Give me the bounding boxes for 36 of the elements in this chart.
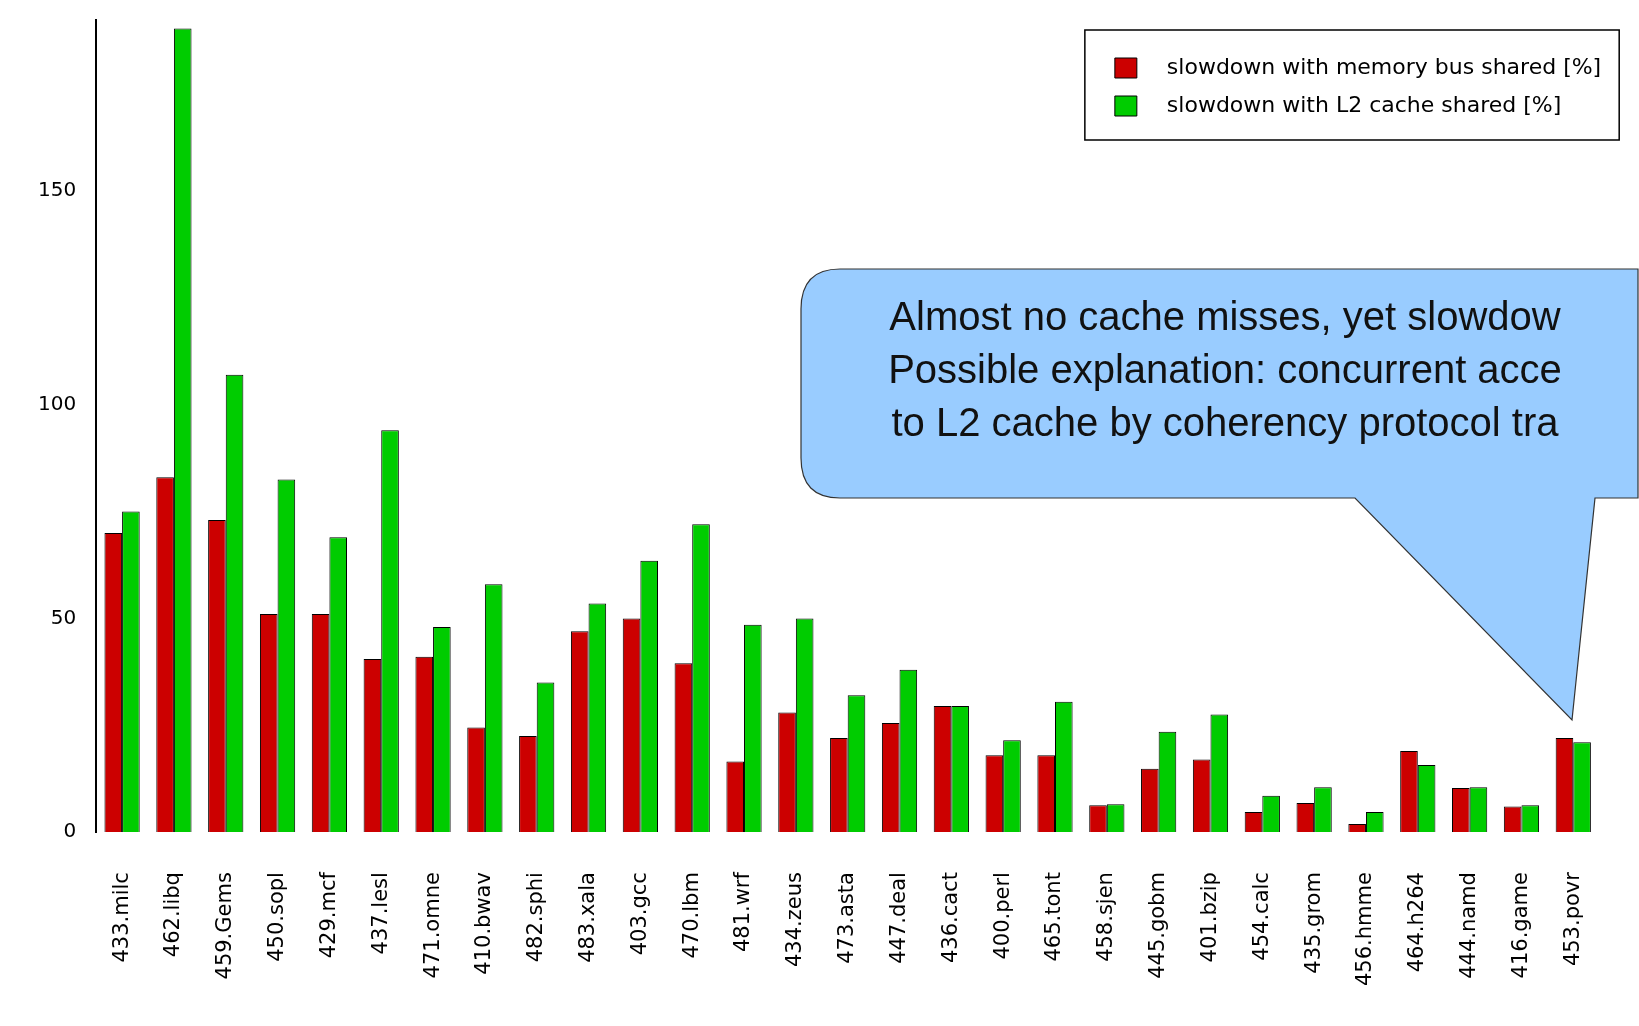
x-tick-label: 416.game bbox=[1507, 872, 1532, 979]
x-tick-label: 450.sopl bbox=[264, 872, 289, 962]
x-tick-label: 454.calc bbox=[1248, 872, 1273, 961]
x-tick-label: 410.bwav bbox=[471, 872, 496, 975]
x-tick-label: 447.deal bbox=[885, 872, 910, 964]
x-tick-label: 473.asta bbox=[834, 872, 859, 964]
x-tick-label: 482.sphi bbox=[523, 872, 548, 963]
x-tick-label: 400.perl bbox=[989, 872, 1014, 960]
x-tick-label: 470.lbm bbox=[678, 872, 703, 959]
x-tick-label: 453.povr bbox=[1559, 871, 1584, 967]
y-tick-label: 0 bbox=[63, 818, 77, 843]
x-tick-label: 459.Gems bbox=[212, 872, 237, 980]
x-tick-label: 401.bzip bbox=[1196, 872, 1221, 963]
x-tick-label: 403.gcc bbox=[626, 872, 651, 956]
x-tick-label: 481.wrf bbox=[730, 871, 755, 953]
x-tick-label: 465.tont bbox=[1041, 872, 1066, 962]
annotation: Almost no cache misses, yet slowdow Possible explanation: concurrent acce to L2 cache by coherency protocol tra bbox=[887, 293, 1563, 446]
x-tick-label: 435.grom bbox=[1300, 872, 1325, 974]
x-tick-label: 445.gobm bbox=[1145, 872, 1170, 979]
x-tick-label: 483.xala bbox=[575, 872, 599, 963]
y-tick-label: 100 bbox=[37, 390, 77, 415]
legend-label: slowdown with memory bus shared [%] bbox=[1166, 53, 1602, 79]
x-tick-label: 433.milc bbox=[108, 872, 133, 963]
y-tick-label: 150 bbox=[37, 177, 77, 202]
x-tick-label: 437.lesl bbox=[367, 872, 392, 955]
x-tick-label: 456.hmme bbox=[1352, 872, 1377, 987]
x-tick-label: 429.mcf bbox=[315, 871, 340, 959]
x-tick-label: 436.cact bbox=[937, 872, 962, 964]
legend-label: slowdown with L2 cache shared [%] bbox=[1166, 91, 1562, 117]
x-tick-label: 458.sjen bbox=[1093, 872, 1118, 962]
x-tick-label: 444.namd bbox=[1456, 872, 1481, 979]
x-tick-label: 471.omne bbox=[419, 872, 444, 979]
y-tick-label: 50 bbox=[50, 604, 77, 629]
x-tick-label: 434.zeus bbox=[782, 872, 807, 968]
x-tick-label: 464.h264 bbox=[1404, 872, 1429, 973]
x-tick-label: 462.libq bbox=[160, 872, 185, 958]
